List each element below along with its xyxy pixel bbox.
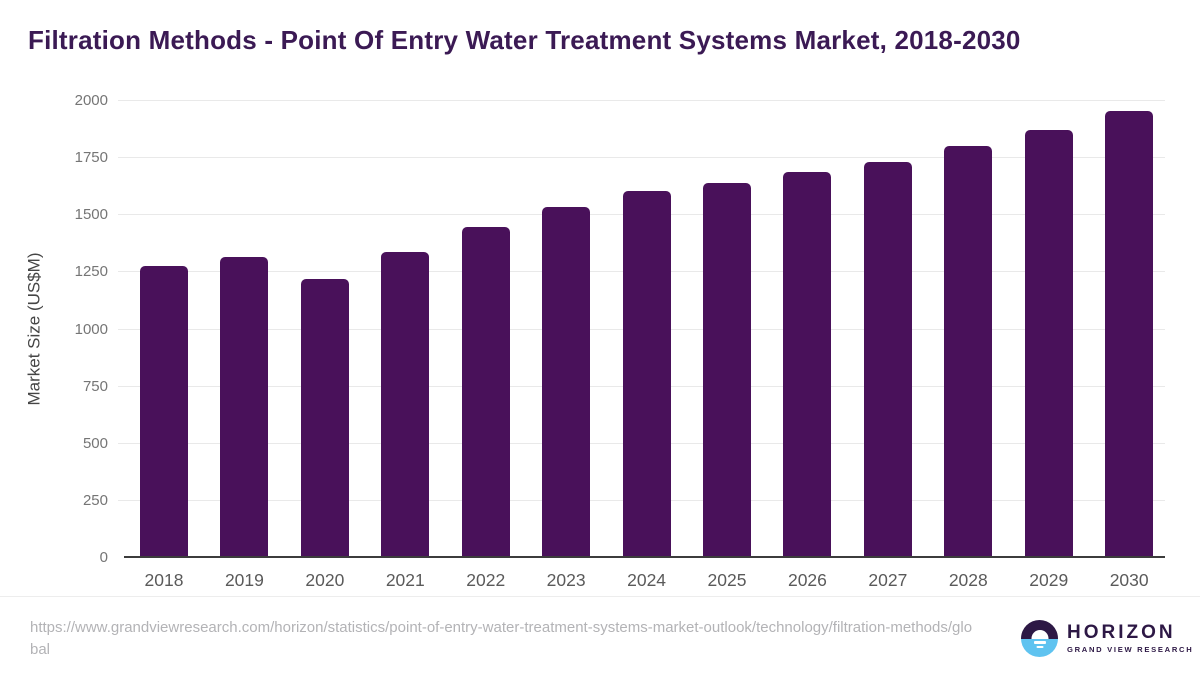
y-tick-1500: 1500 [74,206,108,224]
x-axis-line [124,556,1165,558]
bar-2023 [542,207,591,557]
bar-2026 [783,171,832,557]
x-label-2027: 2027 [868,570,908,590]
gridline-1750 [118,157,1165,159]
y-tick-1000: 1000 [74,320,108,338]
logo-brand-name: HORIZON [1067,622,1176,643]
x-label-2023: 2023 [546,570,586,590]
bar-2027 [863,161,912,557]
bar-2018 [140,265,188,557]
bar-2025 [703,183,751,557]
horizon-logo-icon [1021,620,1058,657]
gridline-2000 [118,100,1165,101]
x-label-2022: 2022 [466,570,506,590]
bar-2021 [381,251,430,557]
chart-title: Filtration Methods - Point Of Entry Wate… [28,25,1021,55]
bar-2024 [622,191,671,557]
y-tick-0: 0 [99,549,108,566]
footer-divider [0,596,1200,597]
bar-2028 [944,145,993,557]
logo-sub-name: GRAND VIEW RESEARCH [1067,645,1194,654]
bar-2020 [300,279,349,557]
x-label-2028: 2028 [948,570,988,590]
y-tick-750: 750 [82,377,108,395]
horizon-logo: HORIZON GRAND VIEW RESEARCH [1021,620,1193,657]
x-label-2024: 2024 [627,570,667,590]
x-label-2018: 2018 [144,570,184,590]
logo-text: HORIZON GRAND VIEW RESEARCH [1067,622,1194,655]
x-label-2026: 2026 [787,570,827,590]
logo-sun-shape [1031,630,1048,640]
logo-reflection-line [1036,645,1043,649]
bar-2030 [1105,111,1154,557]
source-url: https://www.grandviewresearch.com/horizo… [30,619,973,658]
y-tick-500: 500 [82,434,108,452]
bar-2019 [220,256,269,557]
y-tick-250: 250 [82,491,108,509]
plot-area [118,100,1165,558]
x-label-2029: 2029 [1029,570,1069,590]
x-label-2019: 2019 [224,570,264,590]
y-tick-1750: 1750 [74,149,108,167]
x-label-2030: 2030 [1109,570,1149,590]
x-label-2025: 2025 [707,570,747,590]
y-tick-2000: 2000 [74,92,108,109]
x-label-2020: 2020 [305,570,345,590]
logo-reflection-line [1033,641,1046,644]
bar-2029 [1024,129,1073,557]
x-label-2021: 2021 [385,570,425,590]
bar-2022 [461,226,510,557]
y-tick-1250: 1250 [74,263,108,281]
